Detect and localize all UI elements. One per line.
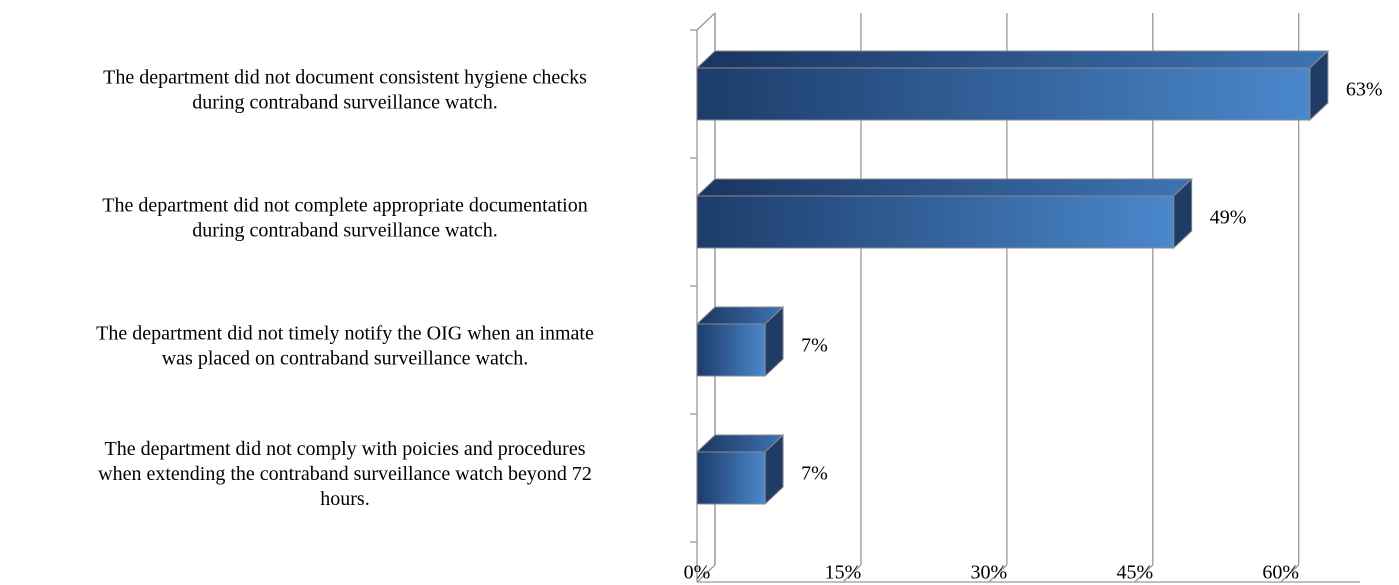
bar bbox=[695, 305, 785, 378]
category-label-line: during contraband surveillance watch. bbox=[192, 219, 497, 241]
wall-edge bbox=[696, 12, 716, 31]
bar-top bbox=[695, 50, 1330, 69]
category-label: The department did not document consiste… bbox=[103, 66, 587, 113]
value-label: 49% bbox=[1210, 207, 1247, 229]
x-tick-label: 15% bbox=[825, 562, 862, 584]
bar-front bbox=[696, 323, 766, 377]
category-label-line: The department did not complete appropri… bbox=[102, 194, 587, 216]
grid-line bbox=[842, 564, 862, 583]
grid-line bbox=[696, 564, 716, 583]
bar-front bbox=[696, 195, 1175, 249]
category-label-line: when extending the contraband surveillan… bbox=[98, 463, 592, 485]
category-label-line: The department did not document consiste… bbox=[103, 66, 587, 88]
category-label: The department did not timely notify the… bbox=[96, 322, 594, 369]
category-label-line: hours. bbox=[320, 488, 369, 510]
x-tick-label: 60% bbox=[1262, 562, 1299, 584]
category-label-line: The department did not comply with poici… bbox=[105, 438, 586, 460]
bar-front bbox=[696, 67, 1311, 121]
category-label: The department did not comply with poici… bbox=[98, 438, 592, 510]
category-label-line: during contraband surveillance watch. bbox=[192, 91, 497, 113]
value-label: 7% bbox=[801, 463, 828, 485]
bar bbox=[695, 433, 785, 506]
category-label: The department did not complete appropri… bbox=[102, 194, 587, 241]
grid-line bbox=[988, 564, 1008, 583]
x-tick-label: 45% bbox=[1116, 562, 1153, 584]
category-label-line: The department did not timely notify the… bbox=[96, 322, 594, 344]
bar-top bbox=[695, 178, 1193, 197]
grid-line bbox=[1280, 564, 1300, 583]
bar-front bbox=[696, 451, 766, 505]
grid-line bbox=[1134, 564, 1154, 583]
x-tick-label: 0% bbox=[684, 562, 711, 584]
bar bbox=[695, 49, 1330, 122]
bar bbox=[695, 177, 1193, 250]
value-label: 63% bbox=[1346, 79, 1383, 101]
x-tick-label: 30% bbox=[971, 562, 1008, 584]
value-label: 7% bbox=[801, 335, 828, 357]
category-label-line: was placed on contraband surveillance wa… bbox=[162, 347, 529, 369]
